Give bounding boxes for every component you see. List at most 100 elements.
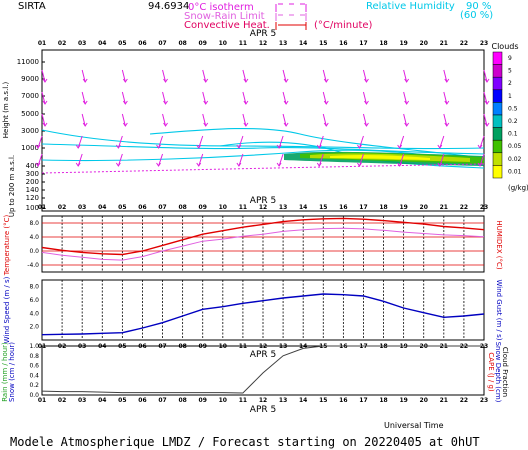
hour-tick-label: 20 bbox=[420, 40, 428, 47]
wind-barb-head bbox=[316, 162, 322, 167]
date-label: APR 5 bbox=[250, 196, 276, 206]
height-tick-label: 200 bbox=[26, 178, 39, 186]
wind-barb bbox=[162, 113, 167, 127]
hour-tick-label: 11 bbox=[239, 40, 247, 47]
snow-axis-label: Snow (cm / hour) bbox=[8, 342, 16, 402]
low-levels-label: Up to 200 m a.s.l. bbox=[8, 155, 16, 217]
wind-panel: 8.0 6.0 4.0 2.0 Wind Speed (m / s) Wind Gust … bbox=[3, 276, 503, 360]
wind-barb-head bbox=[276, 162, 282, 167]
humidex-axis-label: HUMIDEX (°C) bbox=[495, 220, 503, 269]
rh-60-legend: (60 %) bbox=[460, 10, 493, 21]
hour-tick-label: 16 bbox=[339, 204, 347, 211]
temperature-panel: 8.0 4.0 0.0 -4.0 Temperature (°C) HUMIDEX (°C… bbox=[3, 215, 503, 277]
hour-tick-label: 19 bbox=[399, 397, 407, 404]
hour-tick-label: 02 bbox=[58, 397, 66, 404]
isotherm-line bbox=[41, 163, 485, 174]
y-tick-label: 1.0 bbox=[29, 343, 39, 350]
height-tick-label: 100 bbox=[26, 204, 39, 212]
hour-tick-label: 04 bbox=[98, 40, 106, 47]
cloud-patch bbox=[330, 154, 430, 160]
rh-90-legend: 90 % bbox=[466, 1, 491, 12]
y-tick-label: 2.0 bbox=[29, 324, 39, 331]
wind-barb-head bbox=[437, 144, 443, 149]
clouds-scale-swatch bbox=[492, 51, 503, 65]
hour-tick-label: 02 bbox=[58, 204, 66, 211]
wind-barb bbox=[121, 69, 126, 83]
wind-barb-head bbox=[283, 100, 289, 105]
clouds-scale-swatch bbox=[492, 152, 503, 166]
wind-barb-head bbox=[364, 78, 369, 83]
hour-tick-label: 14 bbox=[299, 204, 307, 211]
wind-barb-head bbox=[316, 144, 322, 149]
height-tick-label: 400 bbox=[26, 162, 39, 170]
hour-tick-label: 12 bbox=[259, 397, 267, 404]
wind-barb bbox=[242, 113, 247, 127]
wind-barb bbox=[318, 135, 324, 149]
wind-barb bbox=[403, 113, 408, 127]
wind-barb bbox=[238, 135, 244, 149]
hour-tick-label: 07 bbox=[158, 40, 166, 47]
wind-barb-head bbox=[323, 78, 329, 83]
wind-barb-head bbox=[75, 162, 81, 167]
wind-barb-head bbox=[243, 78, 249, 83]
rh-contour bbox=[149, 127, 485, 159]
clouds-scale-label: 1 bbox=[508, 93, 512, 100]
wind-barb-head bbox=[236, 144, 242, 149]
hour-tick-label: 17 bbox=[359, 40, 367, 47]
height-tick-label: 120 bbox=[26, 194, 39, 202]
hour-tick-label: 12 bbox=[259, 40, 267, 47]
wind-barb-head bbox=[397, 144, 403, 149]
height-panel: 1100090007000500030001000400300200140120… bbox=[2, 49, 490, 217]
wind-barb bbox=[443, 69, 448, 83]
series-line-humidex bbox=[41, 227, 485, 261]
hour-tick-label: 07 bbox=[158, 204, 166, 211]
clouds-scale-label: 2 bbox=[508, 80, 512, 87]
wind-barb bbox=[403, 91, 408, 105]
station-name: SIRTA bbox=[18, 1, 46, 12]
wind-barb bbox=[242, 69, 247, 83]
wind-barb-head bbox=[42, 122, 48, 127]
wind-barb bbox=[202, 69, 207, 83]
hour-tick-label: 07 bbox=[158, 397, 166, 404]
hour-tick-label: 18 bbox=[379, 397, 387, 404]
wind-barb-head bbox=[42, 100, 48, 105]
wind-barb-head bbox=[477, 162, 483, 167]
hour-tick-label: 22 bbox=[460, 204, 468, 211]
wind-barb bbox=[117, 135, 123, 149]
clouds-scale-label: 5 bbox=[508, 68, 512, 75]
y-tick-label: 4.0 bbox=[29, 234, 39, 241]
wind-barb-head bbox=[196, 144, 202, 149]
wind-speed-axis-label: Wind Speed (m / s) bbox=[3, 276, 11, 343]
y-tick-label: 6.0 bbox=[29, 297, 39, 304]
snow-rain-legend-line bbox=[275, 13, 307, 21]
series-line-cloud-fraction bbox=[41, 345, 484, 394]
hour-tick-label: 01 bbox=[38, 40, 46, 47]
hour-tick-label: 06 bbox=[138, 204, 146, 211]
hour-tick-label: 16 bbox=[339, 397, 347, 404]
wind-barb bbox=[198, 135, 204, 149]
hour-tick-label: 01 bbox=[38, 397, 46, 404]
cloud-fraction-axis-label: Cloud Fraction bbox=[501, 347, 509, 397]
wind-barb bbox=[77, 135, 83, 149]
wind-barb bbox=[242, 91, 247, 105]
wind-barb-head bbox=[357, 144, 362, 149]
wind-barb bbox=[278, 135, 284, 149]
height-tick-label: 1000 bbox=[21, 144, 39, 152]
y-tick-label: 0.8 bbox=[29, 353, 39, 360]
y-tick-label: -4.0 bbox=[27, 262, 39, 269]
wind-barb-head bbox=[323, 122, 329, 127]
clouds-scale-swatch bbox=[492, 64, 503, 78]
wind-barb-head bbox=[444, 100, 450, 105]
hour-tick-label: 18 bbox=[379, 40, 387, 47]
hour-tick-label: 23 bbox=[480, 397, 488, 404]
cape-axis-label: CAPE (J / g) bbox=[487, 352, 495, 392]
wind-barb-head bbox=[82, 122, 88, 127]
hour-tick-label: 01 bbox=[38, 204, 46, 211]
wind-barb-head bbox=[203, 78, 209, 83]
snow-rain-legend: Snow-Rain Limit bbox=[184, 11, 265, 22]
wind-barb bbox=[479, 153, 485, 167]
wind-barb bbox=[322, 113, 327, 127]
hour-tick-label: 17 bbox=[359, 397, 367, 404]
wind-barb-head bbox=[122, 122, 128, 127]
wind-barb-head bbox=[364, 122, 369, 127]
